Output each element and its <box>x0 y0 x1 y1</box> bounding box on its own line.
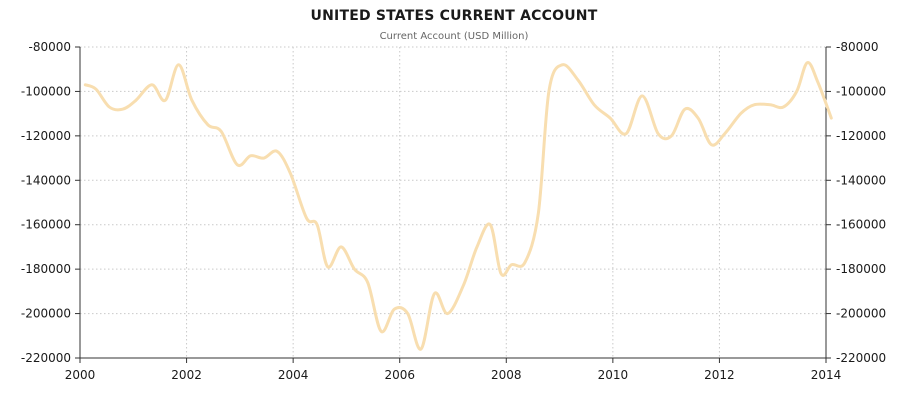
x-tick-label: 2014 <box>811 368 842 382</box>
y-tick-label-right: -80000 <box>836 40 879 54</box>
chart-title: UNITED STATES CURRENT ACCOUNT <box>310 8 598 24</box>
y-tick-label-left: -220000 <box>21 351 71 365</box>
y-tick-label-left: -140000 <box>21 173 71 187</box>
x-tick-label: 2000 <box>65 368 96 382</box>
y-tick-label-left: -160000 <box>21 218 71 232</box>
y-tick-label-left: -180000 <box>21 262 71 276</box>
x-tick-label: 2004 <box>278 368 309 382</box>
series-layer <box>83 61 833 351</box>
x-tick-label: 2002 <box>171 368 202 382</box>
y-tick-label-right: -100000 <box>836 84 886 98</box>
chart-subtitle: Current Account (USD Million) <box>379 31 529 42</box>
x-tick-label: 2010 <box>598 368 629 382</box>
tick-labels: -80000 -80000 -100000 -100000 -120000 -120000… <box>21 40 886 382</box>
y-tick-label-right: -220000 <box>836 351 886 365</box>
y-tick-label-left: -100000 <box>21 84 71 98</box>
y-tick-label-right: -180000 <box>836 262 886 276</box>
y-tick-label-right: -160000 <box>836 218 886 232</box>
y-tick-label-left: -200000 <box>21 307 71 321</box>
series-line-0 <box>83 61 833 351</box>
axes <box>75 46 831 363</box>
y-tick-label-left: -120000 <box>21 129 71 143</box>
y-tick-label-right: -120000 <box>836 129 886 143</box>
y-tick-label-left: -80000 <box>28 40 71 54</box>
x-tick-label: 2008 <box>491 368 522 382</box>
x-tick-label: 2006 <box>384 368 415 382</box>
y-tick-label-right: -140000 <box>836 173 886 187</box>
y-tick-label-right: -200000 <box>836 307 886 321</box>
gridlines <box>80 46 827 358</box>
x-tick-label: 2012 <box>704 368 735 382</box>
